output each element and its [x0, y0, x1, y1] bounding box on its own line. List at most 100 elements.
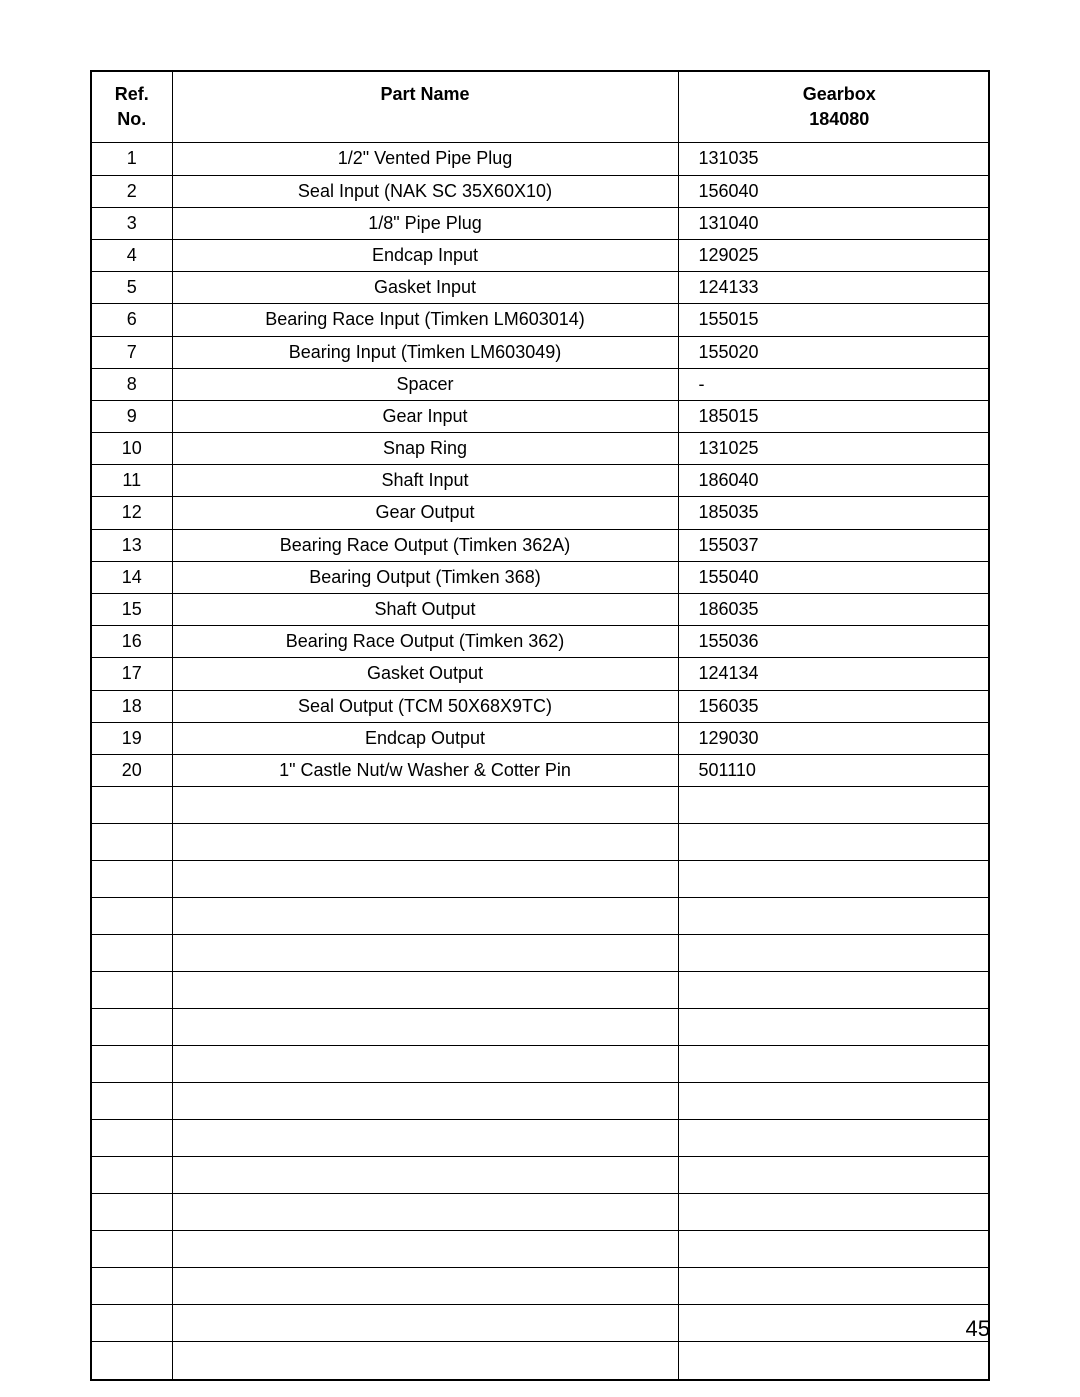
cell-gearbox: 155036 [678, 626, 988, 658]
cell-gearbox: 186040 [678, 465, 988, 497]
table-row: 12Gear Output185035 [92, 497, 988, 529]
cell-ref: 7 [92, 336, 172, 368]
cell-empty [92, 787, 172, 824]
cell-empty [92, 824, 172, 861]
cell-empty [678, 1157, 988, 1194]
table-empty-row [92, 935, 988, 972]
cell-ref: 6 [92, 304, 172, 336]
table-row: 10Snap Ring131025 [92, 433, 988, 465]
cell-name: Seal Output (TCM 50X68X9TC) [172, 690, 678, 722]
cell-empty [678, 1009, 988, 1046]
table-empty-row [92, 1342, 988, 1379]
cell-ref: 9 [92, 400, 172, 432]
table-empty-row [92, 861, 988, 898]
cell-empty [92, 1231, 172, 1268]
cell-name: Shaft Input [172, 465, 678, 497]
cell-empty [678, 1083, 988, 1120]
cell-empty [92, 1083, 172, 1120]
table-row: 16Bearing Race Output (Timken 362)155036 [92, 626, 988, 658]
cell-gearbox: 186035 [678, 594, 988, 626]
cell-ref: 8 [92, 368, 172, 400]
cell-gearbox: 501110 [678, 754, 988, 786]
cell-gearbox: 185015 [678, 400, 988, 432]
table-empty-row [92, 1046, 988, 1083]
header-gearbox: Gearbox 184080 [678, 72, 988, 143]
header-gearbox-line1: Gearbox [699, 82, 981, 107]
table-empty-row [92, 972, 988, 1009]
cell-empty [172, 1046, 678, 1083]
table-row: 7Bearing Input (Timken LM603049)155020 [92, 336, 988, 368]
cell-empty [172, 1009, 678, 1046]
table-empty-row [92, 1268, 988, 1305]
table-row: 31/8" Pipe Plug131040 [92, 207, 988, 239]
cell-name: Gear Output [172, 497, 678, 529]
cell-empty [678, 824, 988, 861]
cell-ref: 13 [92, 529, 172, 561]
table-row: 13Bearing Race Output (Timken 362A)15503… [92, 529, 988, 561]
cell-empty [172, 787, 678, 824]
cell-gearbox: - [678, 368, 988, 400]
header-ref: Ref. No. [92, 72, 172, 143]
table-row: 19Endcap Output129030 [92, 722, 988, 754]
cell-empty [678, 1231, 988, 1268]
cell-ref: 1 [92, 143, 172, 175]
cell-empty [92, 972, 172, 1009]
cell-name: Bearing Race Input (Timken LM603014) [172, 304, 678, 336]
cell-empty [92, 1305, 172, 1342]
cell-gearbox: 124133 [678, 272, 988, 304]
header-ref-line1: Ref. [100, 82, 164, 107]
table-empty-row [92, 1157, 988, 1194]
cell-empty [92, 1009, 172, 1046]
cell-name: Endcap Output [172, 722, 678, 754]
table-empty-row [92, 824, 988, 861]
cell-empty [678, 787, 988, 824]
cell-ref: 16 [92, 626, 172, 658]
cell-name: Spacer [172, 368, 678, 400]
cell-ref: 12 [92, 497, 172, 529]
cell-empty [92, 1157, 172, 1194]
cell-gearbox: 156035 [678, 690, 988, 722]
cell-ref: 2 [92, 175, 172, 207]
table-row: 8Spacer- [92, 368, 988, 400]
table-empty-row [92, 1120, 988, 1157]
cell-name: Bearing Race Output (Timken 362A) [172, 529, 678, 561]
cell-name: Bearing Race Output (Timken 362) [172, 626, 678, 658]
table-empty-row [92, 1194, 988, 1231]
cell-ref: 10 [92, 433, 172, 465]
cell-empty [92, 1194, 172, 1231]
cell-empty [92, 1120, 172, 1157]
table-header-row: Ref. No. Part Name Gearbox 184080 [92, 72, 988, 143]
table-row: 201" Castle Nut/w Washer & Cotter Pin501… [92, 754, 988, 786]
cell-empty [92, 935, 172, 972]
cell-empty [678, 1046, 988, 1083]
table-empty-row [92, 1305, 988, 1342]
cell-name: Endcap Input [172, 239, 678, 271]
cell-gearbox: 131025 [678, 433, 988, 465]
page-number: 45 [966, 1316, 990, 1342]
cell-name: 1/2" Vented Pipe Plug [172, 143, 678, 175]
cell-ref: 15 [92, 594, 172, 626]
table-row: 2Seal Input (NAK SC 35X60X10)156040 [92, 175, 988, 207]
table-empty-row [92, 787, 988, 824]
cell-empty [172, 1194, 678, 1231]
cell-name: Gasket Output [172, 658, 678, 690]
cell-gearbox: 129030 [678, 722, 988, 754]
cell-empty [678, 898, 988, 935]
cell-ref: 14 [92, 561, 172, 593]
cell-gearbox: 129025 [678, 239, 988, 271]
header-name-text: Part Name [380, 84, 469, 104]
parts-table: Ref. No. Part Name Gearbox 184080 11/2" … [92, 72, 988, 1379]
header-gearbox-line2: 184080 [699, 107, 981, 132]
cell-name: Bearing Output (Timken 368) [172, 561, 678, 593]
cell-gearbox: 155037 [678, 529, 988, 561]
cell-empty [678, 1342, 988, 1379]
cell-ref: 11 [92, 465, 172, 497]
cell-name: 1" Castle Nut/w Washer & Cotter Pin [172, 754, 678, 786]
table-row: 4Endcap Input129025 [92, 239, 988, 271]
cell-empty [92, 1046, 172, 1083]
cell-empty [172, 935, 678, 972]
cell-empty [172, 1083, 678, 1120]
cell-ref: 5 [92, 272, 172, 304]
cell-empty [92, 1342, 172, 1379]
table-empty-row [92, 1083, 988, 1120]
